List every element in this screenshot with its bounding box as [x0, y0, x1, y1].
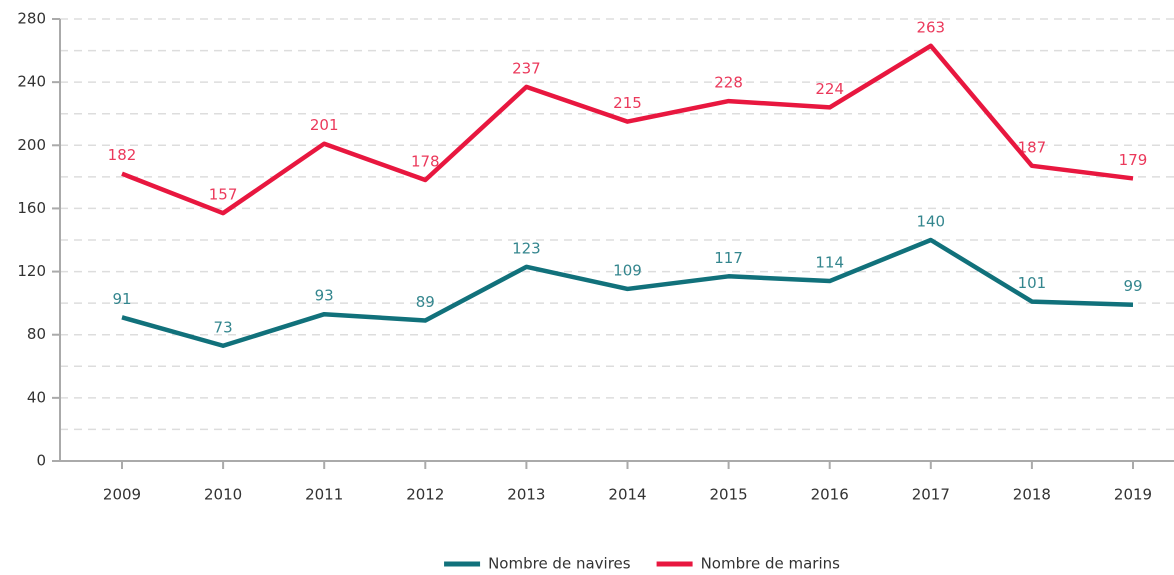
data-label: 99: [1123, 277, 1142, 295]
data-label: 93: [315, 287, 334, 305]
x-tick-label: 2013: [507, 486, 545, 504]
x-tick-label: 2014: [608, 486, 646, 504]
data-label: 123: [512, 239, 541, 257]
legend-label: Nombre de navires: [488, 555, 631, 573]
x-tick-label: 2015: [710, 486, 748, 504]
y-tick-label: 120: [17, 262, 46, 280]
y-tick-label: 240: [17, 73, 46, 91]
data-label: 140: [916, 213, 945, 231]
x-tick-label: 2019: [1114, 486, 1152, 504]
y-tick-label: 40: [27, 388, 46, 406]
data-label: 117: [714, 249, 743, 267]
data-label: 179: [1119, 151, 1148, 169]
y-tick-label: 160: [17, 199, 46, 217]
data-label: 73: [214, 318, 233, 336]
y-tick-label: 0: [36, 452, 46, 470]
series-line: [121, 237, 1134, 349]
y-tick-label: 280: [17, 10, 46, 28]
x-tick-label: 2011: [305, 486, 343, 504]
x-tick-label: 2012: [406, 486, 444, 504]
x-tick-label: 2016: [811, 486, 849, 504]
data-label: 187: [1018, 138, 1047, 156]
data-label: 215: [613, 94, 642, 112]
data-label: 201: [310, 116, 339, 134]
legend-label: Nombre de marins: [701, 555, 841, 573]
data-label: 178: [411, 153, 440, 171]
data-label: 89: [416, 293, 435, 311]
legend: Nombre de navires Nombre de marins: [444, 555, 840, 573]
data-label: 263: [916, 18, 945, 36]
data-label: 157: [209, 186, 238, 204]
y-tick-label: 80: [27, 325, 46, 343]
x-tick-label: 2018: [1013, 486, 1051, 504]
data-label: 101: [1018, 274, 1047, 292]
data-label: 228: [714, 74, 743, 92]
y-tick-label: 200: [17, 136, 46, 154]
x-tick-label: 2009: [103, 486, 141, 504]
data-label: 109: [613, 261, 642, 279]
data-label: 224: [815, 80, 844, 98]
data-label: 182: [108, 146, 137, 164]
data-label: 237: [512, 59, 541, 77]
data-label: 114: [815, 254, 844, 272]
x-tick-label: 2017: [912, 486, 950, 504]
series-line: [121, 43, 1134, 216]
x-tick-label: 2010: [204, 486, 242, 504]
data-label: 91: [112, 290, 131, 308]
